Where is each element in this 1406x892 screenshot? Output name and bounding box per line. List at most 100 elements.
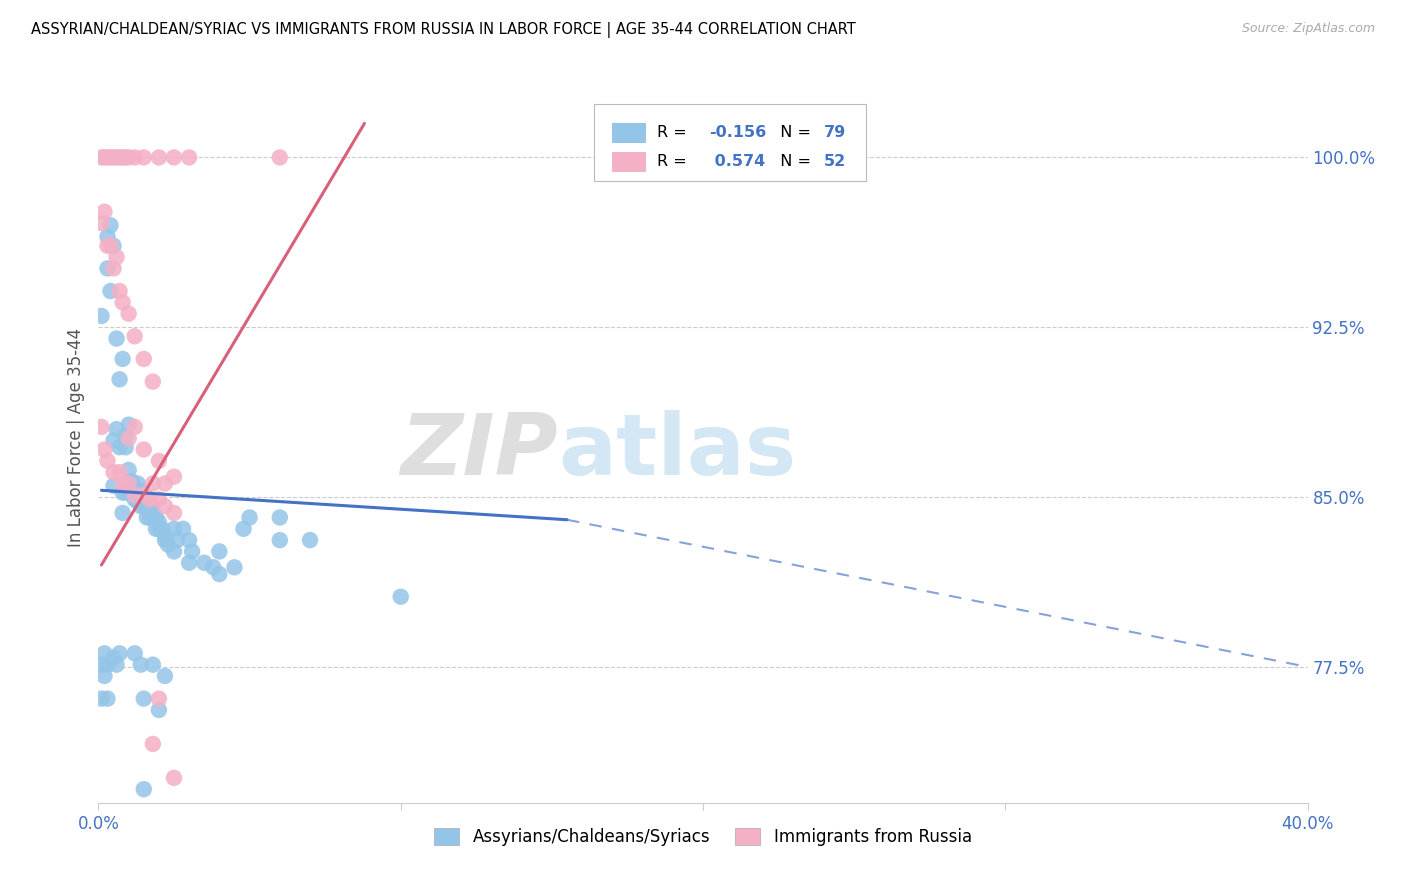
Point — [163, 771, 186, 785]
Point — [103, 479, 125, 493]
Point — [153, 533, 176, 548]
Text: 52: 52 — [824, 153, 846, 169]
Point — [239, 510, 262, 524]
Point — [139, 492, 162, 507]
Point — [108, 284, 131, 298]
Point — [103, 651, 125, 665]
Point — [129, 657, 152, 672]
Point — [93, 204, 115, 219]
Point — [127, 494, 149, 508]
Point — [100, 219, 122, 233]
Point — [163, 469, 186, 483]
Point — [269, 510, 291, 524]
Point — [114, 440, 136, 454]
Point — [124, 646, 146, 660]
Point — [111, 485, 134, 500]
Point — [103, 434, 125, 448]
Point — [96, 238, 118, 252]
Point — [96, 657, 118, 672]
Point — [142, 506, 165, 520]
Point — [111, 351, 134, 366]
Point — [142, 657, 165, 672]
Y-axis label: In Labor Force | Age 35-44: In Labor Force | Age 35-44 — [66, 327, 84, 547]
Point — [103, 465, 125, 479]
Point — [132, 488, 155, 502]
Point — [93, 646, 115, 660]
Point — [118, 463, 141, 477]
Point — [111, 150, 134, 164]
Point — [224, 560, 246, 574]
Point — [153, 528, 176, 542]
Point — [132, 442, 155, 457]
Text: ZIP: ZIP — [401, 410, 558, 493]
Point — [118, 485, 141, 500]
Point — [139, 510, 162, 524]
Point — [124, 329, 146, 343]
FancyBboxPatch shape — [595, 104, 866, 181]
Point — [153, 669, 176, 683]
Point — [166, 533, 188, 548]
Point — [111, 295, 134, 310]
Point — [232, 522, 254, 536]
Text: Source: ZipAtlas.com: Source: ZipAtlas.com — [1241, 22, 1375, 36]
Point — [111, 476, 134, 491]
Point — [108, 646, 131, 660]
Point — [100, 150, 122, 164]
Point — [148, 150, 170, 164]
Point — [90, 150, 112, 164]
Point — [153, 476, 176, 491]
Point — [179, 533, 201, 548]
Point — [111, 506, 134, 520]
Point — [132, 351, 155, 366]
Text: N =: N = — [769, 153, 815, 169]
Point — [105, 332, 128, 346]
Point — [121, 485, 143, 500]
Text: -0.156: -0.156 — [709, 125, 766, 139]
Point — [93, 669, 115, 683]
Point — [114, 485, 136, 500]
Point — [121, 475, 143, 489]
Point — [114, 150, 136, 164]
Point — [179, 556, 201, 570]
Point — [90, 691, 112, 706]
Point — [179, 805, 201, 819]
Point — [105, 422, 128, 436]
Point — [108, 372, 131, 386]
Point — [145, 522, 167, 536]
Text: 0.574: 0.574 — [709, 153, 765, 169]
Point — [142, 737, 165, 751]
Point — [135, 510, 157, 524]
Point — [193, 556, 215, 570]
Point — [142, 476, 165, 491]
Point — [105, 250, 128, 264]
Point — [103, 261, 125, 276]
FancyBboxPatch shape — [613, 122, 647, 143]
Point — [148, 515, 170, 529]
Point — [124, 420, 146, 434]
Point — [124, 492, 146, 507]
Point — [118, 417, 141, 432]
Point — [100, 238, 122, 252]
Point — [90, 216, 112, 230]
Point — [96, 691, 118, 706]
Point — [163, 150, 186, 164]
Point — [129, 483, 152, 498]
Point — [142, 499, 165, 513]
Point — [163, 544, 186, 558]
Point — [118, 150, 141, 164]
Point — [124, 488, 146, 502]
Point — [179, 150, 201, 164]
Point — [90, 657, 112, 672]
Point — [150, 522, 173, 536]
Point — [269, 533, 291, 548]
Point — [90, 309, 112, 323]
Point — [153, 499, 176, 513]
Point — [132, 782, 155, 797]
Legend: Assyrians/Chaldeans/Syriacs, Immigrants from Russia: Assyrians/Chaldeans/Syriacs, Immigrants … — [427, 822, 979, 853]
Point — [132, 492, 155, 507]
Point — [132, 691, 155, 706]
Text: 79: 79 — [824, 125, 846, 139]
Point — [93, 442, 115, 457]
Point — [105, 150, 128, 164]
Point — [93, 150, 115, 164]
